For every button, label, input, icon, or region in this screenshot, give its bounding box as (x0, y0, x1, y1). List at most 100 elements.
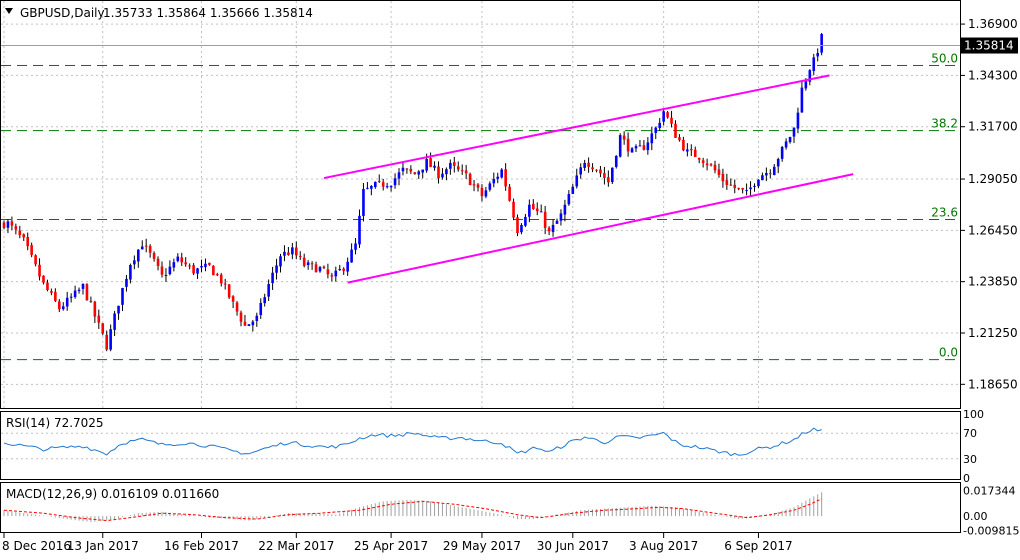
candle-bear (30, 245, 33, 255)
candle-bear (216, 274, 219, 276)
candle-bull (749, 187, 752, 190)
candle-bull (259, 302, 263, 316)
candle-bull (370, 185, 373, 189)
channel-upper-line (323, 74, 830, 180)
time-tick-label: 30 Jun 2017 (537, 539, 609, 553)
candle-bull (263, 297, 266, 304)
candle-bear (326, 269, 330, 275)
candle-bear (85, 284, 89, 301)
candle-bull (528, 204, 531, 217)
symbol-label: GBPUSD,Daily (20, 6, 105, 20)
candle-bear (148, 245, 152, 253)
candle-bull (496, 176, 500, 179)
candle-bear (10, 221, 14, 226)
candle-bear (468, 173, 472, 186)
candle-bear (725, 180, 729, 185)
triangle-down-icon[interactable] (5, 8, 13, 14)
price-tick-label: 1.26450 (968, 223, 1018, 237)
rsi-tick-label: 70 (963, 427, 977, 440)
candle-bull (362, 188, 365, 216)
candle-bear (227, 284, 231, 298)
candle-bull (559, 213, 563, 221)
candle-bear (705, 163, 709, 166)
candle-bear (622, 135, 626, 140)
time-tick-label: 3 Aug 2017 (629, 539, 698, 553)
candle-bull (338, 269, 342, 271)
candle-bear (721, 173, 725, 182)
fib-level-label: 23.6 (931, 205, 958, 219)
time-tick-label: 29 May 2017 (443, 539, 521, 553)
candle-bear (532, 203, 535, 210)
candle-bull (279, 256, 282, 267)
candle-bear (287, 252, 290, 255)
candle-bull (204, 263, 207, 268)
candle-bear (437, 166, 440, 179)
time-tick-label: 8 Dec 2016 (2, 539, 71, 553)
candle-bear (603, 173, 606, 178)
candle-bull (251, 321, 255, 326)
candle-bull (776, 158, 780, 167)
price-tick-label: 1.29050 (968, 172, 1018, 186)
candle-bear (180, 257, 184, 263)
candle-bull (164, 274, 168, 276)
candle-bull (73, 290, 77, 298)
candle-bull (445, 169, 448, 175)
candle-bull (788, 136, 792, 143)
candle-bear (464, 170, 468, 174)
candle-bull (291, 247, 294, 255)
candle-bull (61, 306, 65, 310)
candle-bull (421, 169, 424, 173)
candle-bear (697, 157, 701, 160)
price-tick-label: 1.34300 (968, 68, 1018, 82)
candle-bear (156, 258, 160, 267)
candle-bull (168, 266, 172, 275)
candle-bull (772, 166, 776, 176)
candle-bear (508, 186, 511, 201)
candle-bear (188, 265, 191, 267)
candle-bear (231, 296, 235, 302)
candle-bull (354, 243, 357, 250)
candle-bear (516, 217, 519, 233)
macd-indicator: 0.017344 0.00 -0.009815 (3, 484, 1019, 538)
candle-bull (551, 224, 555, 233)
candle-bear (50, 291, 53, 293)
candle-bull (346, 261, 349, 272)
candle-bull (140, 246, 144, 250)
candle-bull (579, 167, 582, 175)
candle-bear (310, 263, 314, 265)
candle-bull (366, 187, 369, 189)
candle-bull (121, 288, 124, 305)
candle-bull (65, 297, 69, 307)
candle-bull (275, 265, 278, 273)
candle-bear (480, 187, 484, 197)
candle-bull (539, 211, 543, 213)
price-tick-label: 1.18650 (968, 377, 1018, 391)
candle-bull (488, 183, 492, 190)
candle-bull (820, 34, 823, 53)
candle-bull (401, 167, 405, 172)
price-tick-label: 1.36900 (968, 17, 1018, 31)
macd-tick-label: 0.017344 (963, 484, 1016, 497)
candle-bear (298, 255, 302, 257)
candle-bear (101, 323, 105, 334)
candle-bear (152, 252, 156, 259)
candle-bear (607, 177, 610, 183)
candle-bull (200, 265, 203, 268)
candle-bull (172, 262, 176, 268)
candle-bull (176, 256, 180, 262)
candle-bull (492, 179, 496, 184)
candle-bull (129, 264, 132, 280)
candle-bear (413, 172, 417, 175)
candle-bull (425, 158, 428, 171)
fib-level-label: 50.0 (931, 52, 958, 66)
candle-bull (638, 145, 642, 147)
candle-bull (389, 185, 393, 188)
axes: 1.36900 1.34300 1.31700 1.29050 1.26450 1.238… (1, 17, 1018, 553)
candle-bear (18, 230, 22, 236)
candle-bull (137, 249, 140, 262)
candle-bull (808, 70, 812, 82)
candle-bull (804, 80, 808, 89)
rsi-title: RSI(14) 72.7025 (6, 416, 104, 430)
